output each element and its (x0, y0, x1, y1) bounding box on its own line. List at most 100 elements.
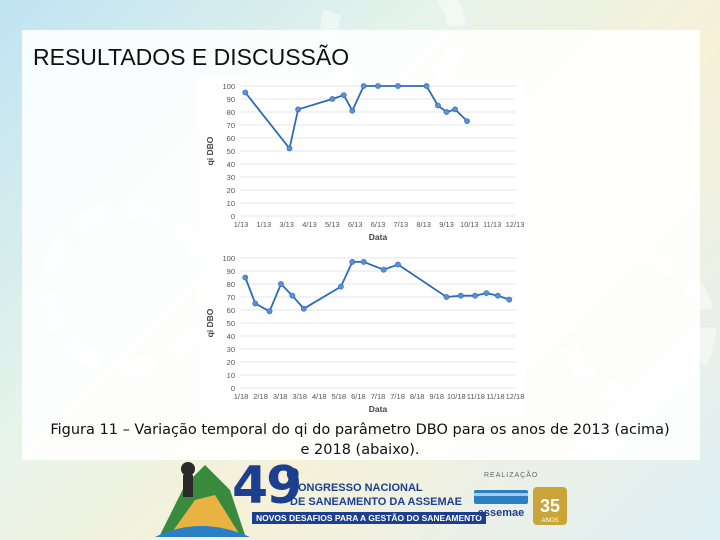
x-tick-label: 1/18 (234, 392, 249, 401)
y-tick-label: 10 (227, 199, 235, 208)
x-tick-label: 3/18 (292, 392, 307, 401)
chart-2013-panel: 0 10 20 30 40 50 60 70 80 90 100 1/13 1/13 3/13 4/13 5/… (199, 78, 525, 246)
data-point (295, 106, 301, 113)
x-tick-label: 1/13 (257, 220, 272, 229)
y-tick-label: 70 (227, 293, 235, 302)
anniversary-number: 35 (540, 496, 560, 516)
data-point (286, 145, 293, 152)
x-tick-label: 12/13 (506, 220, 525, 229)
x-tick-label: 11/18 (486, 392, 504, 401)
assemae-logo: assemae (474, 490, 528, 519)
x-tick-label: 11/18 (467, 392, 485, 401)
x-tick-label: 3/18 (273, 392, 288, 401)
x-tick-label: 9/18 (429, 392, 444, 401)
data-point (395, 261, 401, 268)
data-point (252, 300, 259, 307)
x-tick-label: 7/18 (390, 392, 405, 401)
x-axis-label: Data (369, 404, 388, 414)
data-point (266, 308, 273, 315)
x-tick-label: 10/13 (460, 220, 479, 229)
congress-mascot-icon (155, 462, 250, 537)
chart-2013: 0 10 20 30 40 50 60 70 80 90 100 1/13 1/13 3/13 4/13 5/… (205, 82, 525, 242)
data-point (423, 83, 430, 89)
y-tick-label: 0 (231, 212, 235, 221)
x-tick-label: 7/18 (371, 392, 386, 401)
y-tick-label: 20 (227, 186, 235, 195)
y-tick-label: 90 (227, 95, 235, 104)
y-tick-label: 40 (227, 332, 235, 341)
series-line (244, 261, 510, 313)
data-point (443, 109, 450, 115)
anniversary-label: ANOS (541, 518, 558, 524)
anniversary-badge: 35 ANOS (533, 487, 567, 525)
x-tick-label: 1/13 (234, 220, 249, 229)
chart-2018-panel: 0 10 20 30 40 50 60 70 80 90 100 1/18 2/18 3/18 3/18 4/… (199, 250, 525, 418)
data-point (242, 274, 249, 281)
x-tick-label: 10/18 (447, 392, 466, 401)
data-point (435, 102, 441, 109)
y-axis-label: qi DBO (205, 308, 215, 337)
x-tick-label: 5/18 (332, 392, 347, 401)
data-point (464, 118, 470, 124)
x-tick-label: 7/13 (394, 220, 409, 229)
y-tick-label: 40 (227, 160, 235, 169)
y-tick-label: 90 (227, 267, 235, 276)
y-tick-label: 60 (227, 134, 235, 143)
series-line (244, 85, 468, 151)
event-line-3: NOVOS DESAFIOS PARA A GESTÃO DO SANEAMEN… (252, 512, 486, 524)
figure-caption: Figura 11 – Variação temporal do qi do p… (30, 420, 690, 460)
x-tick-label: 8/18 (410, 392, 425, 401)
data-point (457, 292, 464, 299)
x-axis-label: Data (369, 232, 388, 242)
y-axis-label: qi DBO (205, 136, 215, 165)
y-tick-label: 10 (227, 371, 235, 380)
x-tick-label: 2/18 (253, 392, 268, 401)
y-tick-label: 70 (227, 121, 235, 130)
x-tick-label: 9/13 (439, 220, 454, 229)
data-point (380, 266, 387, 273)
realizacao-label: REALIZAÇÃO (484, 472, 539, 479)
y-tick-label: 80 (227, 108, 235, 117)
x-tick-label: 6/13 (371, 220, 386, 229)
data-point (483, 290, 490, 296)
data-point (395, 83, 401, 89)
x-tick-label: 6/13 (348, 220, 363, 229)
data-point (242, 89, 249, 96)
data-point (289, 292, 296, 299)
x-tick-label: 3/13 (279, 220, 294, 229)
event-line-2: DE SANEAMENTO DA ASSEMAE (290, 496, 462, 508)
x-tick-label: 8/13 (416, 220, 431, 229)
y-tick-label: 50 (227, 319, 235, 328)
y-tick-label: 80 (227, 280, 235, 289)
event-degree: o (286, 460, 300, 485)
data-point (494, 292, 501, 299)
data-point (360, 258, 367, 265)
x-tick-label: 4/13 (302, 220, 317, 229)
y-tick-label: 60 (227, 306, 235, 315)
event-line-1: CONGRESSO NACIONAL (290, 482, 423, 494)
x-tick-label: 5/13 (325, 220, 340, 229)
chart-2018: 0 10 20 30 40 50 60 70 80 90 100 1/18 2/18 3/18 3/18 4/… (205, 254, 524, 414)
x-tick-label: 4/18 (312, 392, 327, 401)
x-tick-label: 11/13 (483, 220, 501, 229)
y-tick-label: 100 (222, 82, 235, 91)
y-tick-label: 20 (227, 358, 235, 367)
y-tick-label: 30 (227, 173, 235, 182)
y-tick-label: 100 (222, 254, 235, 263)
assemae-logo-text: assemae (478, 507, 525, 519)
caption-line-2: e 2018 (abaixo). (300, 442, 420, 458)
data-point (340, 92, 347, 98)
x-tick-label: 6/18 (351, 392, 366, 401)
data-point (375, 83, 381, 89)
data-point (472, 292, 478, 299)
slide-title: RESULTADOS E DISCUSSÃO (33, 44, 350, 70)
y-tick-label: 0 (231, 384, 235, 393)
data-point (337, 283, 344, 290)
event-number: 49 (232, 456, 302, 516)
data-point (278, 281, 284, 287)
y-tick-label: 30 (227, 345, 235, 354)
data-point (349, 107, 356, 114)
caption-line-1: Figura 11 – Variação temporal do qi do p… (50, 422, 670, 438)
data-point (300, 305, 307, 312)
data-point (329, 96, 336, 102)
